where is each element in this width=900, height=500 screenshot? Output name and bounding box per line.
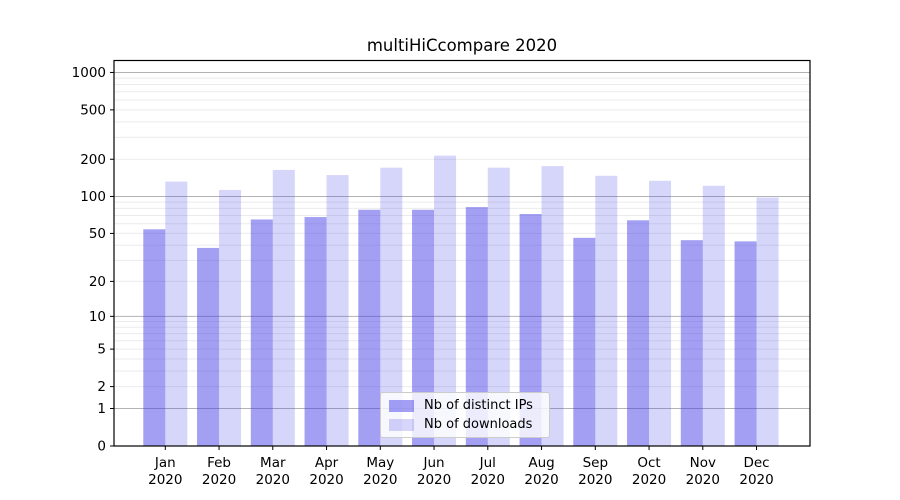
x-tick-label-year: 2020 <box>632 472 666 488</box>
y-tick-label: 100 <box>80 189 106 205</box>
x-tick-label-month: Oct <box>637 455 660 471</box>
x-tick-label-month: May <box>366 455 394 471</box>
bar-s0-m9 <box>627 220 650 446</box>
bar-s1-m6 <box>487 167 510 447</box>
bar-s0-m10 <box>680 240 703 446</box>
bar-s1-m8 <box>595 175 618 446</box>
legend-label-distinct-ips: Nb of distinct IPs <box>424 398 533 413</box>
legend: Nb of distinct IPs Nb of downloads <box>380 392 550 438</box>
legend-swatch-downloads <box>389 418 414 431</box>
y-tick-label: 20 <box>89 274 106 290</box>
y-tick-label: 0 <box>97 439 106 455</box>
bar-s0-m6 <box>465 207 488 446</box>
bar-s0-m11 <box>734 241 757 446</box>
y-tick-label: 1000 <box>72 65 106 81</box>
y-tick-label: 200 <box>80 152 106 168</box>
y-tick-label: 1 <box>97 401 106 417</box>
y-tick-label: 500 <box>80 102 106 118</box>
bar-s0-m1 <box>197 247 220 446</box>
bar-s0-m4 <box>358 209 381 446</box>
bar-s1-m3 <box>326 175 349 446</box>
bar-s1-m1 <box>219 189 242 446</box>
legend-label-downloads: Nb of downloads <box>424 417 533 432</box>
bar-s0-m7 <box>519 214 542 446</box>
y-tick-label: 5 <box>97 342 106 358</box>
bar-s1-m10 <box>702 185 725 446</box>
x-tick-label-year: 2020 <box>739 472 773 488</box>
x-tick-label-year: 2020 <box>309 472 343 488</box>
x-tick-label-month: Sep <box>583 455 608 471</box>
x-tick-label-year: 2020 <box>148 472 182 488</box>
bar-s0-m5 <box>412 209 435 446</box>
x-tick-label-month: Apr <box>315 455 339 471</box>
x-tick-label-year: 2020 <box>417 472 451 488</box>
legend-entry-distinct-ips: Nb of distinct IPs <box>389 398 541 413</box>
x-tick-label-year: 2020 <box>256 472 290 488</box>
bar-s1-m2 <box>272 169 295 446</box>
bar-s1-m11 <box>756 197 779 446</box>
y-tick-label: 2 <box>97 379 106 395</box>
x-tick-label-month: Feb <box>207 455 231 471</box>
bar-s1-m5 <box>434 155 457 447</box>
x-tick-label-month: Jul <box>479 455 496 471</box>
bar-s1-m7 <box>541 166 564 447</box>
chart-title: multiHiCcompare 2020 <box>366 36 558 55</box>
x-tick-label-year: 2020 <box>578 472 612 488</box>
y-tick-label: 50 <box>89 226 106 242</box>
x-tick-label-year: 2020 <box>202 472 236 488</box>
bar-s0-m2 <box>250 219 273 446</box>
x-tick-label-month: Mar <box>260 455 286 471</box>
y-tick-label: 10 <box>89 309 106 325</box>
x-tick-label-month: Nov <box>690 455 716 471</box>
legend-entry-downloads: Nb of downloads <box>389 417 541 432</box>
x-tick-label-month: Dec <box>743 455 769 471</box>
x-tick-label-year: 2020 <box>363 472 397 488</box>
x-tick-label-month: Jan <box>154 455 176 471</box>
bar-s0-m3 <box>304 217 327 446</box>
plot-border <box>113 59 811 447</box>
x-tick-label-year: 2020 <box>471 472 505 488</box>
x-tick-label-month: Jun <box>423 455 445 471</box>
bar-s1-m9 <box>649 180 672 447</box>
x-tick-label-month: Aug <box>528 455 554 471</box>
x-tick-label-year: 2020 <box>524 472 558 488</box>
bar-s0-m0 <box>143 229 166 446</box>
bar-s0-m8 <box>573 237 596 446</box>
bar-s1-m0 <box>165 181 188 446</box>
x-tick-label-year: 2020 <box>686 472 720 488</box>
legend-swatch-distinct-ips <box>389 399 414 412</box>
bar-s1-m4 <box>380 167 403 447</box>
